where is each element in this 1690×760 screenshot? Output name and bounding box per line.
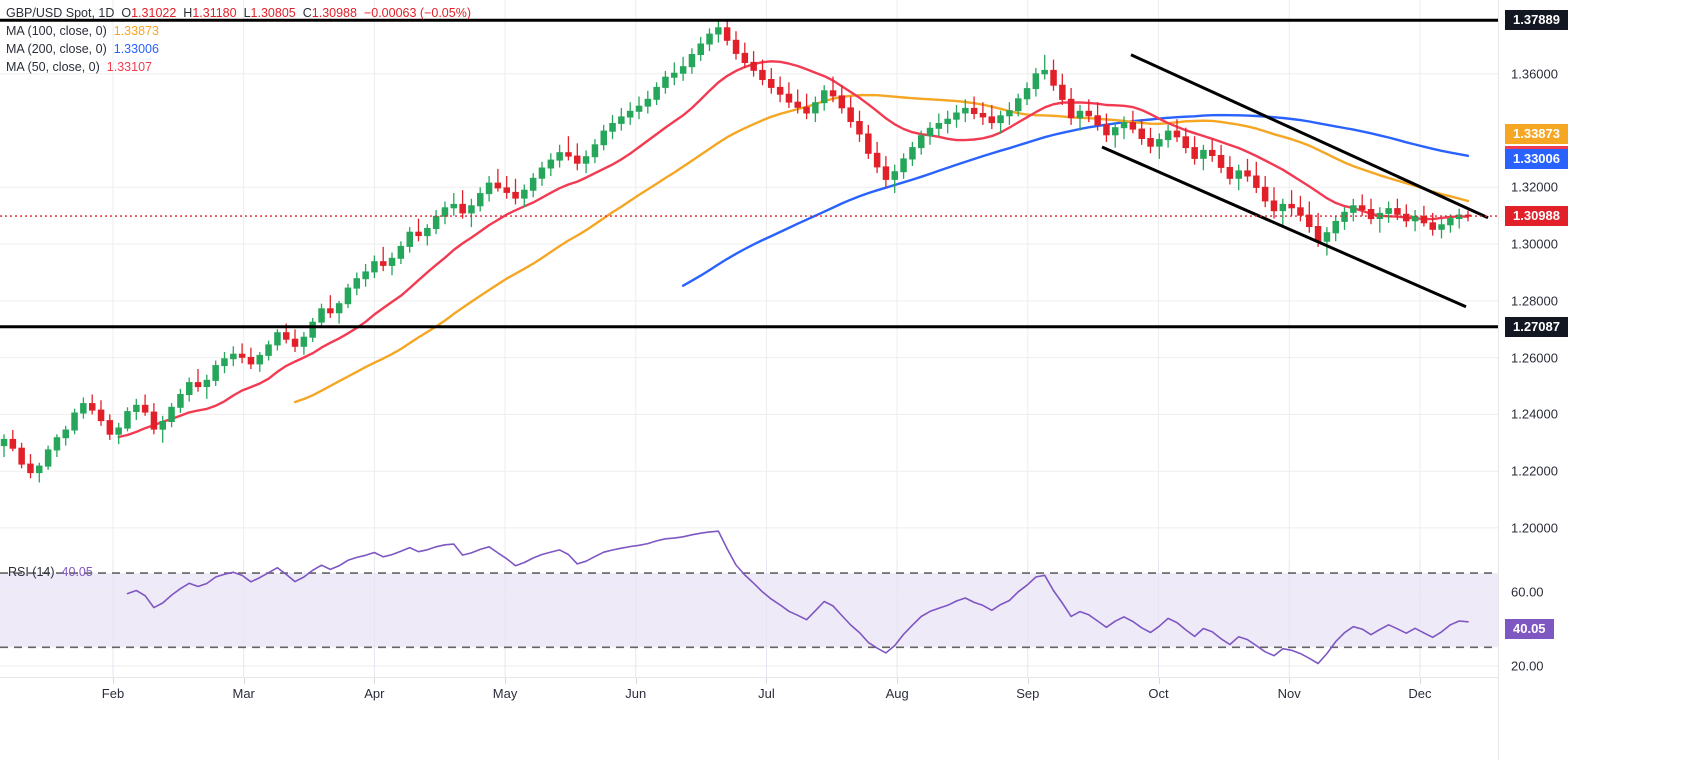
price-tick: 1.22000	[1511, 463, 1558, 479]
rsi-legend-name: RSI (14)	[8, 565, 55, 579]
indicator-legend-ma100[interactable]: MA (100, close, 0) 1.33873	[6, 23, 471, 39]
time-tick-may: May	[492, 686, 518, 701]
indicator-legend-ma50[interactable]: MA (50, close, 0) 1.33107	[6, 59, 471, 75]
price-badge-ma100[interactable]: 1.33873	[1505, 124, 1568, 145]
time-gridline	[897, 678, 899, 684]
price-badge-support[interactable]: 1.27087	[1505, 316, 1568, 337]
time-tick-nov: Nov	[1277, 686, 1301, 701]
symbol-label[interactable]: GBP/USD Spot, 1D	[6, 6, 115, 20]
chart-legend: GBP/USD Spot, 1D O1.31022 H1.31180 L1.30805…	[6, 5, 471, 77]
time-tick-jun: Jun	[625, 686, 647, 701]
time-gridline	[766, 678, 768, 684]
price-tick: 1.32000	[1511, 179, 1558, 195]
time-gridline	[635, 678, 637, 684]
price-tick: 1.24000	[1511, 406, 1558, 422]
low-label: L	[243, 6, 251, 20]
time-gridline	[243, 678, 245, 684]
close-value: 1.30988	[311, 6, 357, 20]
time-tick-mar: Mar	[232, 686, 255, 701]
time-tick-jul: Jul	[758, 686, 775, 701]
ma200-name: MA (200, close, 0)	[6, 42, 107, 56]
rsi-legend[interactable]: RSI (14) 40.05	[8, 565, 93, 579]
price-tick: 1.30000	[1511, 236, 1558, 252]
open-value: 1.31022	[131, 6, 177, 20]
close-label: C	[302, 6, 312, 20]
time-axis[interactable]: Feb Mar Apr May Jun Jul Aug Sep Oct Nov Dec	[0, 677, 1498, 760]
time-gridline	[1289, 678, 1291, 684]
high-value: 1.31180	[192, 6, 237, 20]
ma200-value: 1.33006	[113, 42, 159, 56]
price-tick: 1.26000	[1511, 350, 1558, 366]
price-plot	[0, 0, 1498, 562]
price-tick: 1.28000	[1511, 293, 1558, 309]
rsi-chart-pane[interactable]	[0, 530, 1498, 677]
time-gridline	[1419, 678, 1421, 684]
price-axis[interactable]: 1.36000 1.32000 1.30000 1.28000 1.26000 1.240…	[1498, 0, 1690, 760]
time-gridline	[1027, 678, 1029, 684]
ma100-value: 1.33873	[113, 24, 159, 38]
price-badge-resistance[interactable]: 1.37889	[1505, 10, 1568, 31]
ohlc-legend-row: GBP/USD Spot, 1D O1.31022 H1.31180 L1.30805…	[6, 5, 471, 21]
indicator-legend-ma200[interactable]: MA (200, close, 0) 1.33006	[6, 41, 471, 57]
time-gridline	[374, 678, 376, 684]
rsi-tick: 60.00	[1511, 584, 1544, 600]
rsi-tick: 20.00	[1511, 658, 1544, 674]
time-tick-feb: Feb	[101, 686, 125, 701]
time-tick-sep: Sep	[1016, 686, 1040, 701]
rsi-plot	[0, 530, 1498, 677]
price-tick: 1.36000	[1511, 66, 1558, 82]
time-tick-apr: Apr	[364, 686, 385, 701]
time-gridline	[1158, 678, 1160, 684]
change-value: −0.00063 (−0.05%)	[363, 6, 471, 20]
rsi-legend-value: 40.05	[61, 565, 93, 579]
high-label: H	[183, 6, 193, 20]
price-badge-ma200[interactable]: 1.33006	[1505, 148, 1568, 169]
ma50-value: 1.33107	[106, 60, 152, 74]
ma100-name: MA (100, close, 0)	[6, 24, 107, 38]
price-tick: 1.20000	[1511, 520, 1558, 536]
ma50-name: MA (50, close, 0)	[6, 60, 100, 74]
time-tick-dec: Dec	[1408, 686, 1432, 701]
open-label: O	[121, 6, 132, 20]
time-tick-oct: Oct	[1148, 686, 1169, 701]
time-tick-aug: Aug	[885, 686, 909, 701]
low-value: 1.30805	[250, 6, 296, 20]
price-badge-last[interactable]: 1.30988	[1505, 206, 1568, 227]
price-chart-pane[interactable]	[0, 0, 1498, 562]
time-gridline	[505, 678, 507, 684]
rsi-badge-last[interactable]: 40.05	[1505, 618, 1554, 639]
time-gridline	[113, 678, 114, 684]
